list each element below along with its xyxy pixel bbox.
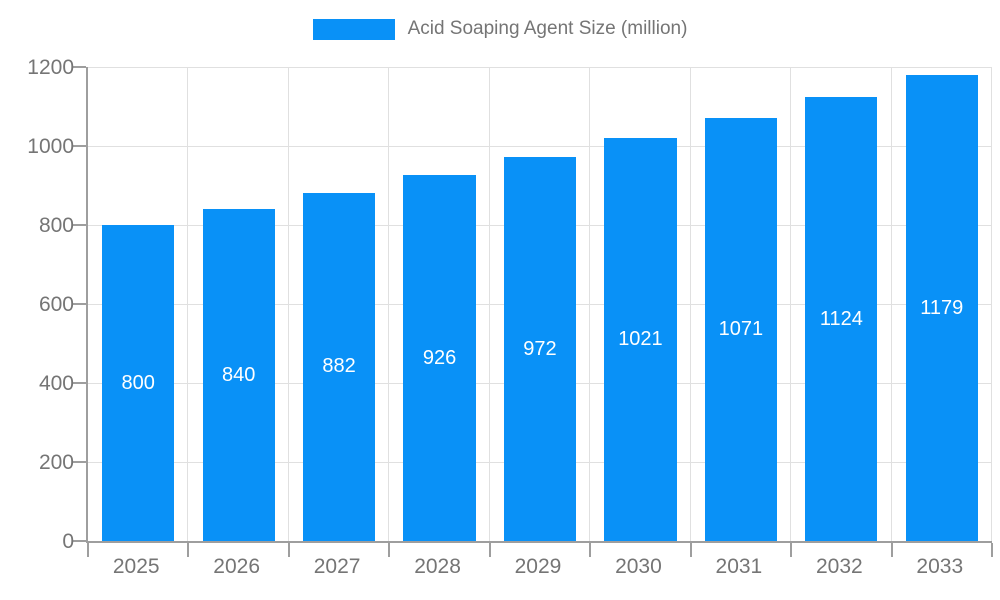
v-gridline [287, 67, 289, 541]
bar-value-label: 1124 [819, 307, 863, 330]
x-axis-tick [388, 543, 391, 557]
bar-value-label: 840 [221, 363, 256, 386]
bar-value-label: 882 [322, 355, 356, 378]
x-axis-tick [287, 543, 290, 557]
bar-value-label: 972 [523, 337, 557, 360]
x-axis-label: 2026 [213, 555, 261, 578]
v-gridline [790, 67, 792, 541]
v-gridline [187, 67, 189, 541]
bar-2032[interactable]: 1124 [805, 97, 878, 541]
y-axis-label: 400 [38, 372, 74, 395]
x-axis-label: 2025 [112, 555, 160, 578]
x-axis-tick [488, 543, 491, 557]
v-gridline [488, 67, 490, 541]
bar-2026[interactable]: 840 [202, 209, 275, 541]
y-axis-tick [72, 303, 86, 305]
y-axis-label: 1000 [27, 135, 74, 158]
legend-label: Acid Soaping Agent Size (million) [407, 18, 688, 39]
x-axis-label: 2027 [313, 555, 361, 578]
x-axis-tick [87, 543, 89, 557]
v-gridline [388, 67, 390, 541]
x-axis-tick [991, 543, 993, 557]
plot-area: 800 840 882 926 972 1021 1071 1124 1179 [72, 66, 993, 557]
bar-2033[interactable]: 1179 [905, 75, 978, 541]
y-axis-label: 1200 [27, 56, 74, 79]
x-axis-tick [689, 543, 692, 557]
v-gridline [589, 67, 591, 541]
v-gridline [689, 67, 691, 541]
bar-2025[interactable]: 800 [102, 225, 175, 541]
bar-2027[interactable]: 882 [302, 192, 376, 541]
v-gridline [890, 67, 892, 541]
v-gridline [991, 67, 992, 541]
x-axis-tick [790, 543, 793, 557]
x-axis-label: 2033 [916, 555, 964, 578]
x-axis-label: 2029 [514, 555, 562, 578]
y-axis-tick [72, 224, 86, 226]
y-axis-label: 0 [62, 530, 74, 553]
x-axis-tick [890, 543, 893, 557]
h-gridline [88, 67, 992, 68]
x-axis-label: 2031 [715, 555, 763, 578]
h-gridline [88, 146, 992, 147]
bar-2028[interactable]: 926 [403, 175, 476, 541]
y-axis-label: 200 [38, 451, 74, 474]
y-axis-tick [72, 540, 86, 542]
y-axis-tick [72, 66, 86, 68]
bar-2030[interactable]: 1021 [604, 137, 677, 541]
x-axis-tick [187, 543, 190, 557]
bar-value-label: 800 [121, 371, 155, 394]
bar-2029[interactable]: 972 [503, 157, 577, 541]
bar-value-label: 1071 [718, 317, 764, 340]
y-axis-tick [72, 461, 86, 463]
bar-value-label: 926 [422, 346, 457, 369]
y-axis-label: 600 [38, 293, 74, 316]
bar-2031[interactable]: 1071 [704, 117, 778, 541]
bar-value-label: 1021 [618, 327, 663, 350]
bar-value-label: 1179 [920, 296, 964, 319]
legend[interactable]: Acid Soaping Agent Size (million) [0, 18, 1000, 40]
legend-swatch-icon [312, 18, 395, 40]
x-axis-label: 2030 [615, 555, 662, 578]
y-axis-label: 800 [38, 214, 74, 237]
y-axis-tick [72, 145, 86, 147]
x-axis-label: 2032 [815, 555, 863, 578]
x-axis-tick [589, 543, 592, 557]
y-axis-tick [72, 382, 86, 384]
x-axis-label: 2028 [414, 555, 461, 578]
